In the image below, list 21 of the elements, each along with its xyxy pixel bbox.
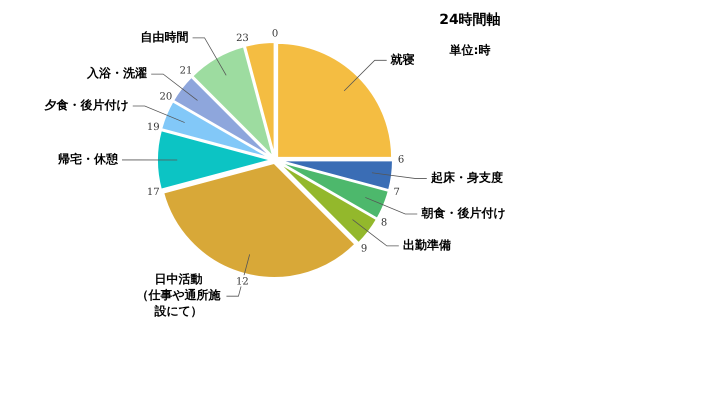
text: 0 — [272, 28, 278, 40]
slice-label: 帰宅・休憩 — [57, 152, 119, 166]
chart-title: 24時間軸 — [439, 12, 501, 28]
text: 19 — [146, 122, 160, 133]
slice-label: 起床・身支度 — [430, 170, 503, 185]
text: 単位:時 — [448, 43, 490, 57]
slice-label: 入浴・洗濯 — [86, 66, 148, 80]
slice-label: 自由時間 — [140, 30, 189, 44]
text: 7 — [394, 187, 400, 198]
text: 8 — [380, 218, 388, 229]
text: 20 — [160, 92, 172, 103]
slice-label: 出勤準備 — [402, 238, 451, 252]
slice-label: 朝食・後片付け — [420, 206, 506, 220]
text: 6 — [398, 154, 404, 166]
slice-label: 日中活動（仕事や通所施設にて） — [136, 272, 222, 318]
slice-label: 就寝 — [390, 52, 415, 67]
text: 23 — [236, 32, 249, 44]
text: 9 — [360, 244, 368, 255]
text: 17 — [146, 187, 160, 198]
text: 21 — [180, 65, 192, 76]
slice-label: 夕食・後片付け — [44, 98, 129, 112]
